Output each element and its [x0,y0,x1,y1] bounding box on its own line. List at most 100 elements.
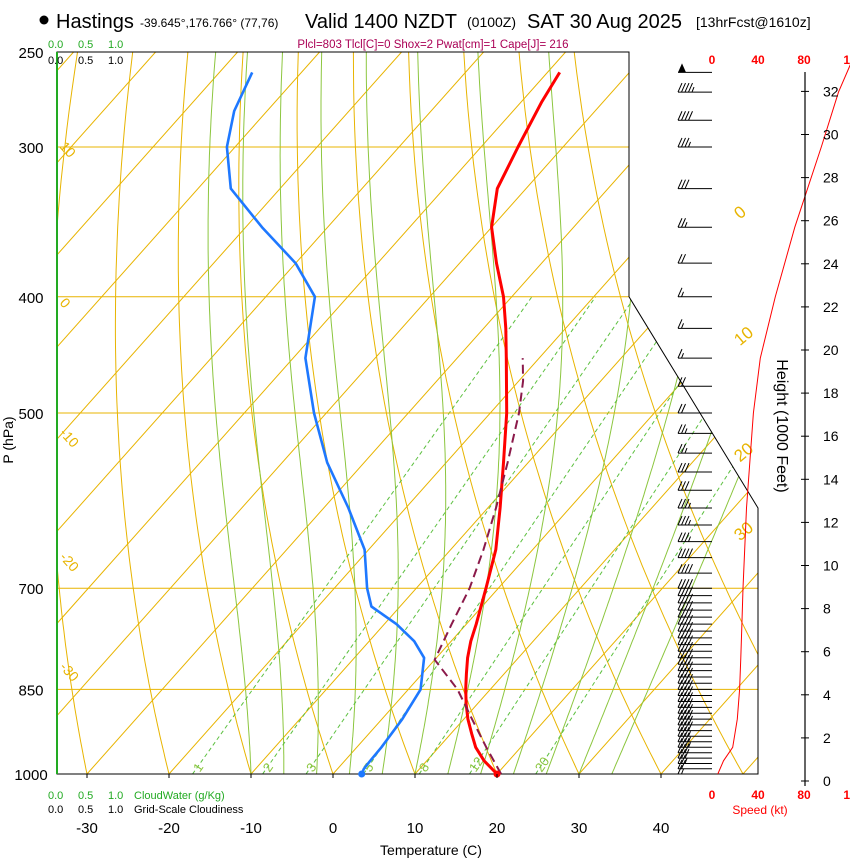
station-dot-icon [39,15,49,25]
height-tick-label: 30 [823,127,839,143]
cloudwater-top-tick-2: 1.0 [108,39,123,51]
height-tick-label: 14 [823,471,839,487]
cloudiness-top-tick-0: 0.0 [48,55,63,67]
y-axis-title: P (hPa) [0,416,16,463]
moist-adiabat-line [414,52,447,774]
moist-adiabat-line [207,52,252,774]
wind-barb [677,137,712,148]
wind-barb [677,498,712,509]
wind-barb [677,532,712,543]
mixing-ratio-line [363,296,688,774]
wind-barb [677,563,712,574]
speed-tick-label: 80 [797,788,811,802]
wind-barb [677,319,712,329]
isotherm-line [578,52,758,774]
speed-tick-label: 0 [709,53,716,67]
wind-barbs [677,63,712,775]
cloudwater-bottom-tick-1: 0.5 [78,790,93,802]
parcel-profile-line [433,358,525,775]
dry-adiabat-line [571,52,758,774]
cloudwater-top-tick-0: 0.0 [48,39,63,51]
moist-adiabat-line [279,52,319,774]
wind-barb [677,218,712,228]
isotherm-label: -20 [57,549,83,575]
cloudiness-bottom-tick-1: 0.5 [78,804,93,816]
dry-adiabat-line [625,52,758,774]
height-axis-title: Height (1000 Feet) [773,359,790,492]
wind-barb [677,704,712,714]
isotherm-line [742,52,758,774]
wind-barb [677,253,712,264]
moist-adiabat-line [365,52,399,774]
speed-tick-label: 0 [709,788,716,802]
x-tick-label: 30 [571,820,588,837]
wind-barb [677,443,712,454]
x-tick-label: 10 [407,820,424,837]
dry-adiabat-label: 10 [730,323,757,350]
dry-adiabat-line [734,52,758,774]
cloudiness-label: Grid-Scale Cloudiness [134,804,244,816]
pressure-tick-label: 1000 [14,767,47,784]
height-tick-label: 16 [823,428,839,444]
wind-barb [677,661,712,672]
mixing-ratio-label: 1 [190,760,206,775]
x-axis-ticks: -30 -20 -10 0 10 20 30 40 [76,774,669,837]
isotherm-label: -30 [57,659,83,685]
station-name: Hastings [56,11,134,33]
cloudiness-top-tick-2: 1.0 [108,55,123,67]
mixing-ratio-line [535,296,758,774]
moist-adiabat-line [611,52,758,774]
wind-barb [677,655,712,665]
height-tick-label: 2 [823,730,831,746]
x-tick-label: 40 [653,820,670,837]
stability-indices: Plcl=803 Tlcl[C]=0 Shox=2 Pwat[cm]=1 Cap… [297,39,568,51]
wind-barb [677,515,712,526]
wind-barb [677,727,712,737]
wind-barb [677,709,712,720]
wind-barb [677,579,712,589]
dry-adiabat-line [352,52,509,774]
wind-barb [677,692,712,702]
wind-barb [677,686,712,696]
height-tick-label: 18 [823,385,839,401]
height-tick-label: 32 [823,83,839,99]
wind-barb [677,667,712,678]
mixing-ratio-label: 20 [532,754,553,774]
x-tick-label: -10 [240,820,262,837]
moist-adiabat-line [545,52,724,774]
pressure-tick-label: 500 [18,406,43,423]
wind-barb [677,743,712,754]
wind-barb [677,287,712,298]
height-tick-label: 24 [823,256,839,272]
wind-barb [677,715,712,726]
wind-barb [677,748,712,759]
wind-barb [677,348,712,359]
wind-barb [678,63,712,73]
wind-barb [677,462,712,473]
wind-barb [677,764,712,775]
profile-series [225,71,561,778]
dry-adiabat-line [57,52,93,774]
speed-tick-label: 12 [843,788,850,802]
speed-tick-label: 40 [751,53,765,67]
wind-speed-profile [717,64,850,775]
cloudiness-bottom-tick-2: 1.0 [108,804,123,816]
wind-barb [677,424,712,434]
pressure-tick-label: 400 [18,290,43,307]
moist-adiabat-line [447,52,501,774]
wind-barb [677,179,712,190]
isotherm-label: -10 [57,425,83,451]
dewpoint-profile-line [225,71,426,775]
height-tick-label: 4 [823,687,831,703]
wind-barb [677,614,712,625]
dry-adiabat-line [462,52,675,774]
cloudiness-bottom-tick-0: 0.0 [48,804,63,816]
speed-axis-title: Speed (kt) [732,803,787,817]
height-tick-label: 6 [823,644,831,660]
valid-date: SAT 30 Aug 2025 [527,11,682,33]
dry-adiabat-line [790,31,850,800]
mixing-ratio-label: 8 [416,760,432,775]
